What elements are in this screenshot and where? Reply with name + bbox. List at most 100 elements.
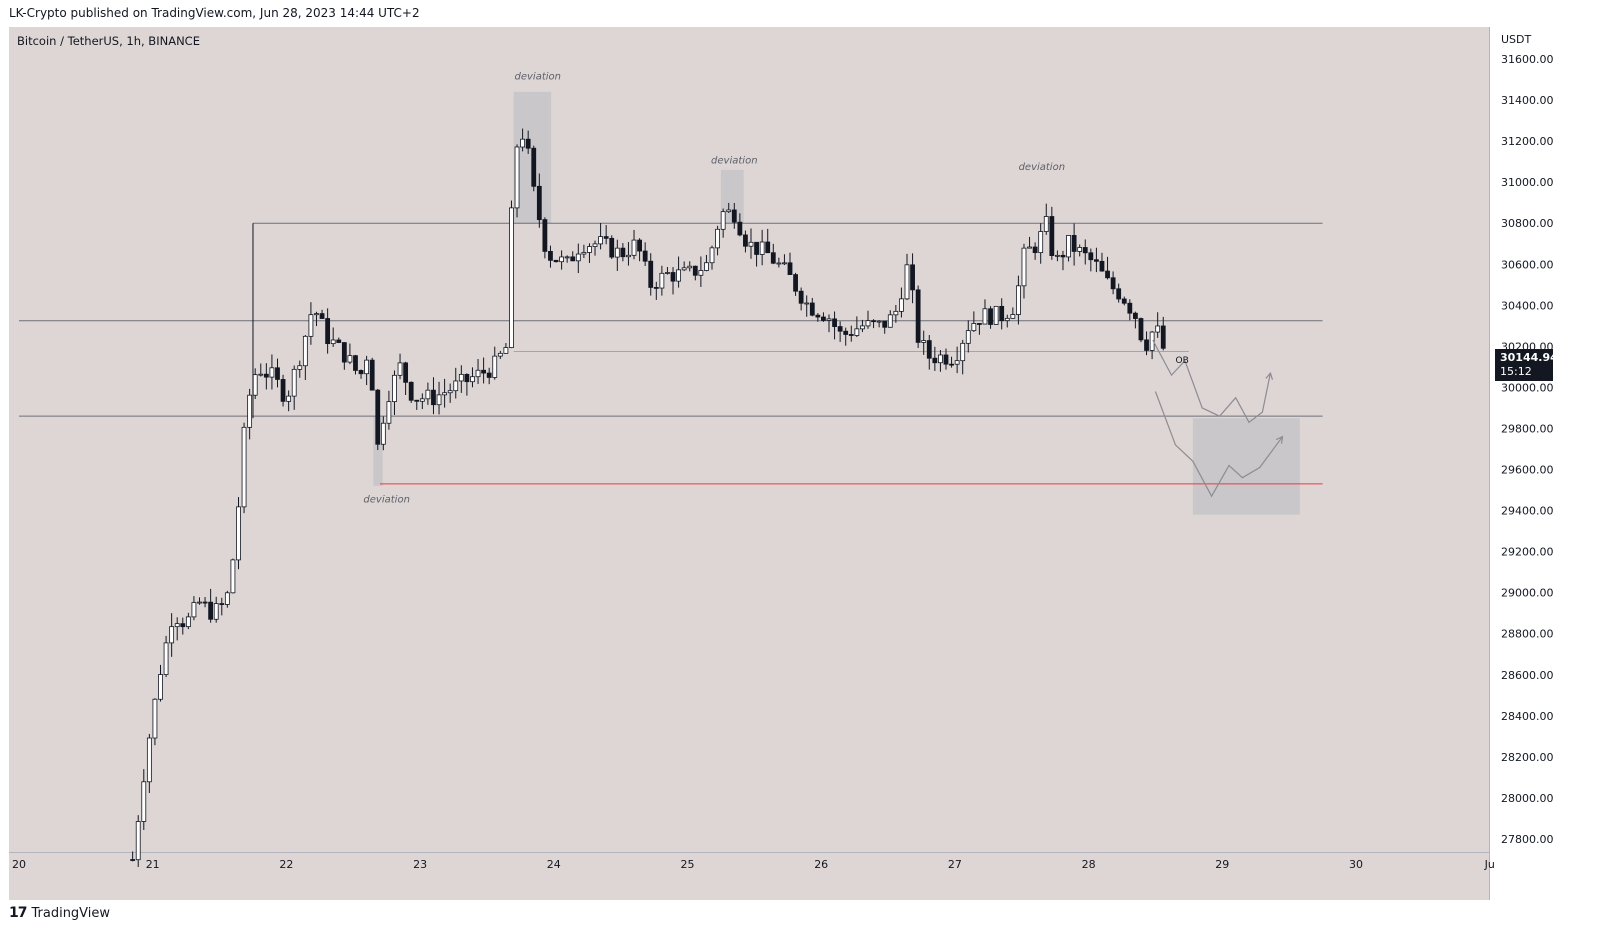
- candle-body: [135, 821, 141, 861]
- candle-body: [358, 370, 364, 375]
- chart-frame[interactable]: deviation deviation deviation deviation OB US…: [9, 27, 1591, 900]
- candle-body: [865, 320, 871, 327]
- candle-body: [603, 236, 609, 239]
- candle-body: [982, 308, 988, 325]
- candle-body: [832, 318, 837, 327]
- candle-body: [653, 287, 659, 289]
- y-tick-label: 31200.00: [1501, 135, 1554, 148]
- candle-body: [681, 267, 687, 271]
- candle-body: [999, 305, 1005, 322]
- candle-body: [620, 247, 626, 258]
- candle-body: [665, 272, 670, 274]
- annotation-deviation: deviation: [363, 494, 409, 505]
- candle-body: [213, 603, 219, 620]
- last-price-value: 30144.94: [1500, 351, 1558, 364]
- candle-body: [1110, 277, 1116, 290]
- candle-body: [1116, 288, 1122, 300]
- candle-body: [860, 325, 865, 330]
- candle-body: [1138, 318, 1144, 341]
- y-tick-label: 29200.00: [1501, 546, 1554, 559]
- candle-body: [910, 264, 915, 291]
- candle-body: [614, 247, 620, 258]
- y-tick-label: 28600.00: [1501, 669, 1554, 682]
- candle-body: [631, 239, 637, 256]
- candle-body: [1149, 331, 1155, 351]
- candle-body: [347, 355, 353, 363]
- candle-body: [486, 372, 492, 378]
- candle-body: [263, 373, 269, 378]
- candle-body: [408, 381, 414, 401]
- candle-body: [1066, 235, 1071, 258]
- candle-body: [965, 330, 971, 344]
- candle-body: [687, 265, 693, 269]
- candle-body: [715, 228, 720, 249]
- candle-body: [587, 246, 592, 253]
- price-chart[interactable]: deviation deviation deviation deviation OB US…: [9, 27, 1591, 900]
- candle-body: [392, 374, 397, 403]
- candle-body: [442, 392, 448, 396]
- candle-body: [720, 211, 726, 230]
- candle-body: [1121, 298, 1127, 304]
- tradingview-logo-icon: 17: [9, 905, 28, 921]
- y-tick-label: 28400.00: [1501, 710, 1554, 723]
- candle-body: [921, 340, 927, 343]
- candle-body: [1105, 270, 1110, 279]
- candle-body: [470, 376, 475, 383]
- candle-body: [141, 781, 147, 822]
- x-tick-label: 29: [1215, 858, 1229, 871]
- projection-path-0: [1152, 339, 1271, 424]
- candle-body: [191, 602, 197, 618]
- candle-body: [932, 357, 938, 364]
- candle-body: [425, 389, 431, 400]
- y-tick-label: 30000.00: [1501, 381, 1554, 394]
- candle-body: [286, 395, 292, 402]
- candle-body: [280, 379, 286, 402]
- y-tick-label: 28800.00: [1501, 628, 1554, 641]
- candle-body: [458, 373, 464, 382]
- candle-body: [1060, 254, 1066, 258]
- candle-body: [497, 352, 503, 357]
- candle-body: [1160, 325, 1166, 349]
- candle-body: [1016, 285, 1021, 315]
- candle-body: [782, 262, 787, 265]
- candle-body: [759, 241, 765, 255]
- candle-body: [130, 859, 136, 861]
- candle-body: [1021, 247, 1027, 287]
- candle-body: [882, 320, 888, 328]
- candle-body: [809, 302, 815, 316]
- x-tick-label: 22: [279, 858, 293, 871]
- candle-body: [737, 221, 743, 236]
- candle-body: [949, 363, 954, 366]
- candle-body: [219, 603, 225, 605]
- candle-body: [1010, 314, 1016, 319]
- candle-body: [520, 138, 526, 148]
- candle-body: [776, 262, 782, 265]
- candle-body: [509, 207, 514, 348]
- candle-body: [642, 250, 648, 262]
- candle-body: [163, 642, 169, 675]
- candle-body: [592, 243, 598, 247]
- bar-countdown: 15:12: [1500, 365, 1532, 378]
- projection-arrow-0: [1265, 371, 1274, 380]
- candle-body: [726, 209, 732, 213]
- zone-3: [1192, 418, 1300, 515]
- candle-body: [369, 359, 375, 391]
- candle-body: [386, 401, 392, 424]
- candle-body: [258, 373, 264, 376]
- candle-body: [158, 674, 163, 700]
- candle-body: [977, 323, 982, 325]
- candle-body: [548, 251, 553, 261]
- brand-name: TradingView: [31, 905, 111, 921]
- candle-body: [971, 323, 977, 332]
- candle-body: [1055, 254, 1060, 257]
- annotation-deviation: deviation: [711, 156, 757, 167]
- candle-body: [709, 247, 715, 264]
- annotation-deviation: deviation: [1019, 162, 1065, 173]
- candle-body: [1093, 259, 1099, 262]
- publisher-line: LK-Crypto published on TradingView.com, …: [9, 6, 420, 20]
- candle-body: [542, 219, 548, 252]
- candle-body: [943, 354, 949, 365]
- currency-label: USDT: [1501, 33, 1532, 46]
- candle-body: [447, 390, 453, 394]
- candle-body: [152, 698, 158, 739]
